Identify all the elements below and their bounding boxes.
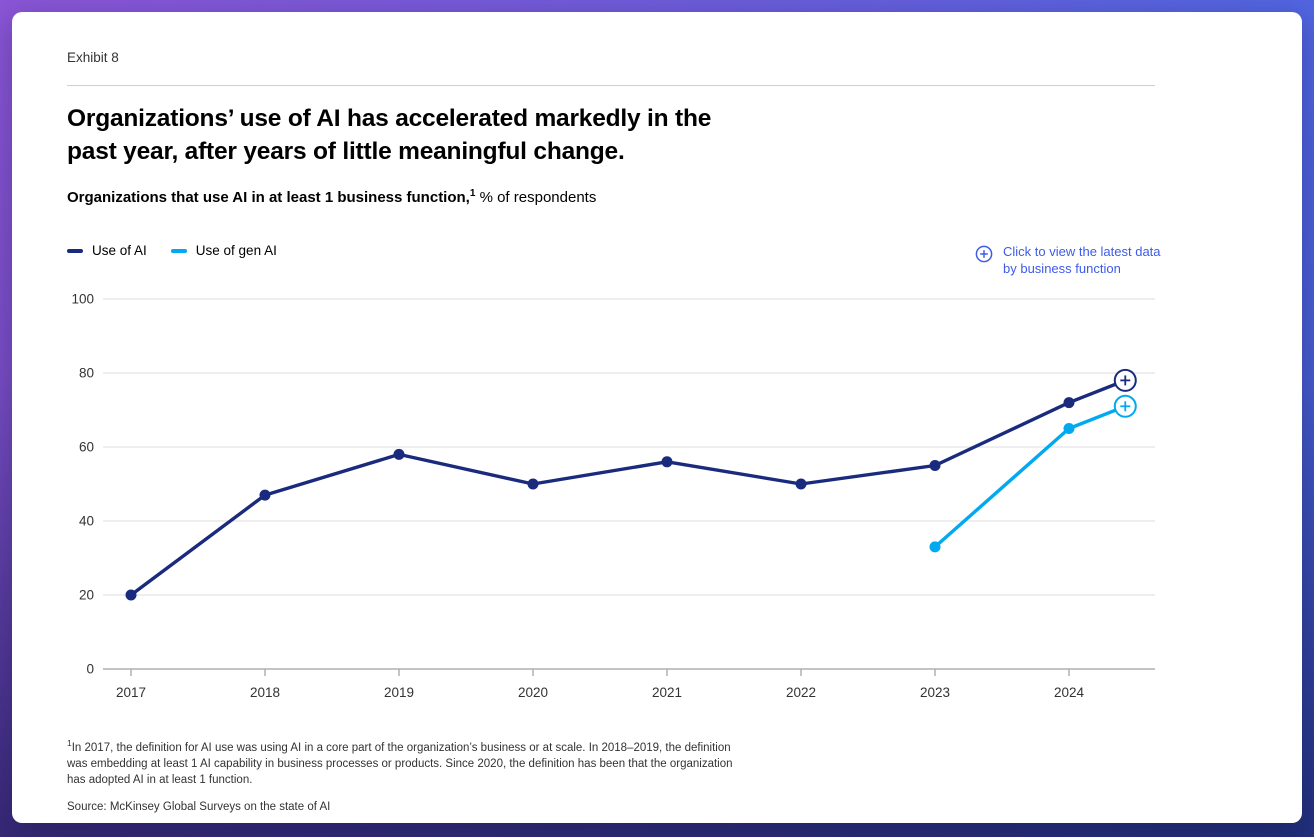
line-chart: 0 20 40 60 80 100 2017 2018 2019 2020 2021 2022 2023…: [71, 292, 1155, 700]
y-axis-label: 60: [79, 440, 94, 455]
divider: [67, 85, 1155, 86]
footnote-ref: 1: [67, 738, 72, 748]
subtitle-footnote-ref: 1: [469, 188, 476, 199]
y-axis-label: 40: [79, 514, 94, 529]
link-text: Click to view the latest data by busines…: [1003, 244, 1161, 276]
x-axis-label: 2021: [652, 685, 682, 700]
data-point: [661, 456, 673, 468]
legend-item-use-of-ai: Use of AI: [67, 243, 147, 258]
legend-swatch-use-of-gen-ai: [170, 248, 187, 253]
x-axis-label: 2017: [116, 685, 146, 700]
legend-item-use-of-gen-ai: Use of gen AI: [170, 243, 277, 258]
source-attribution: Source: McKinsey Global Surveys on the s…: [67, 801, 331, 813]
exhibit-card: Exhibit 8 Organizations’ use of AI has a…: [12, 12, 1302, 823]
data-point: [1063, 423, 1075, 434]
x-axis-label: 2022: [786, 685, 816, 700]
x-axis-label: 2020: [518, 685, 548, 700]
y-axis-label: 80: [79, 366, 94, 381]
data-point: [1063, 397, 1075, 409]
subtitle-bold: Organizations that use AI in at least 1 …: [67, 189, 470, 206]
legend-swatch-use-of-ai: [67, 248, 83, 253]
data-point: [527, 478, 539, 490]
chart-legend: Use of AI Use of gen AI: [67, 243, 277, 258]
y-axis-label: 100: [71, 292, 94, 307]
page-title: Organizations’ use of AI has accelerated…: [67, 105, 712, 165]
data-point: [929, 541, 941, 553]
series-line: [129, 378, 1127, 597]
legend-label: Use of gen AI: [195, 243, 277, 258]
legend-label: Use of AI: [92, 243, 147, 258]
data-point: [125, 589, 137, 601]
circle-plus-icon: [975, 245, 993, 263]
footnote: 1In 2017, the definition for AI use was …: [67, 735, 739, 788]
x-axis-label: 2024: [1054, 685, 1085, 700]
chart-subtitle: Organizations that use AI in at least 1 …: [67, 188, 596, 206]
data-point: [795, 478, 807, 490]
series-line: [933, 404, 1127, 549]
exhibit-label: Exhibit 8: [67, 50, 119, 65]
latest-data-marker[interactable]: [1113, 394, 1137, 418]
data-point: [259, 489, 271, 501]
x-axis-label: 2019: [384, 685, 414, 700]
data-point: [929, 460, 941, 471]
x-axis-label: 2023: [920, 685, 950, 700]
latest-data-marker[interactable]: [1113, 368, 1137, 392]
y-axis-label: 0: [86, 662, 94, 677]
y-axis-label: 20: [79, 588, 94, 603]
data-point: [393, 448, 405, 460]
view-latest-data-link[interactable]: Click to view the latest data by busines…: [975, 243, 1171, 277]
footnote-text: In 2017, the definition for AI use was u…: [67, 741, 733, 786]
x-axis-label: 2018: [250, 685, 280, 700]
subtitle-units: % of respondents: [475, 189, 597, 206]
